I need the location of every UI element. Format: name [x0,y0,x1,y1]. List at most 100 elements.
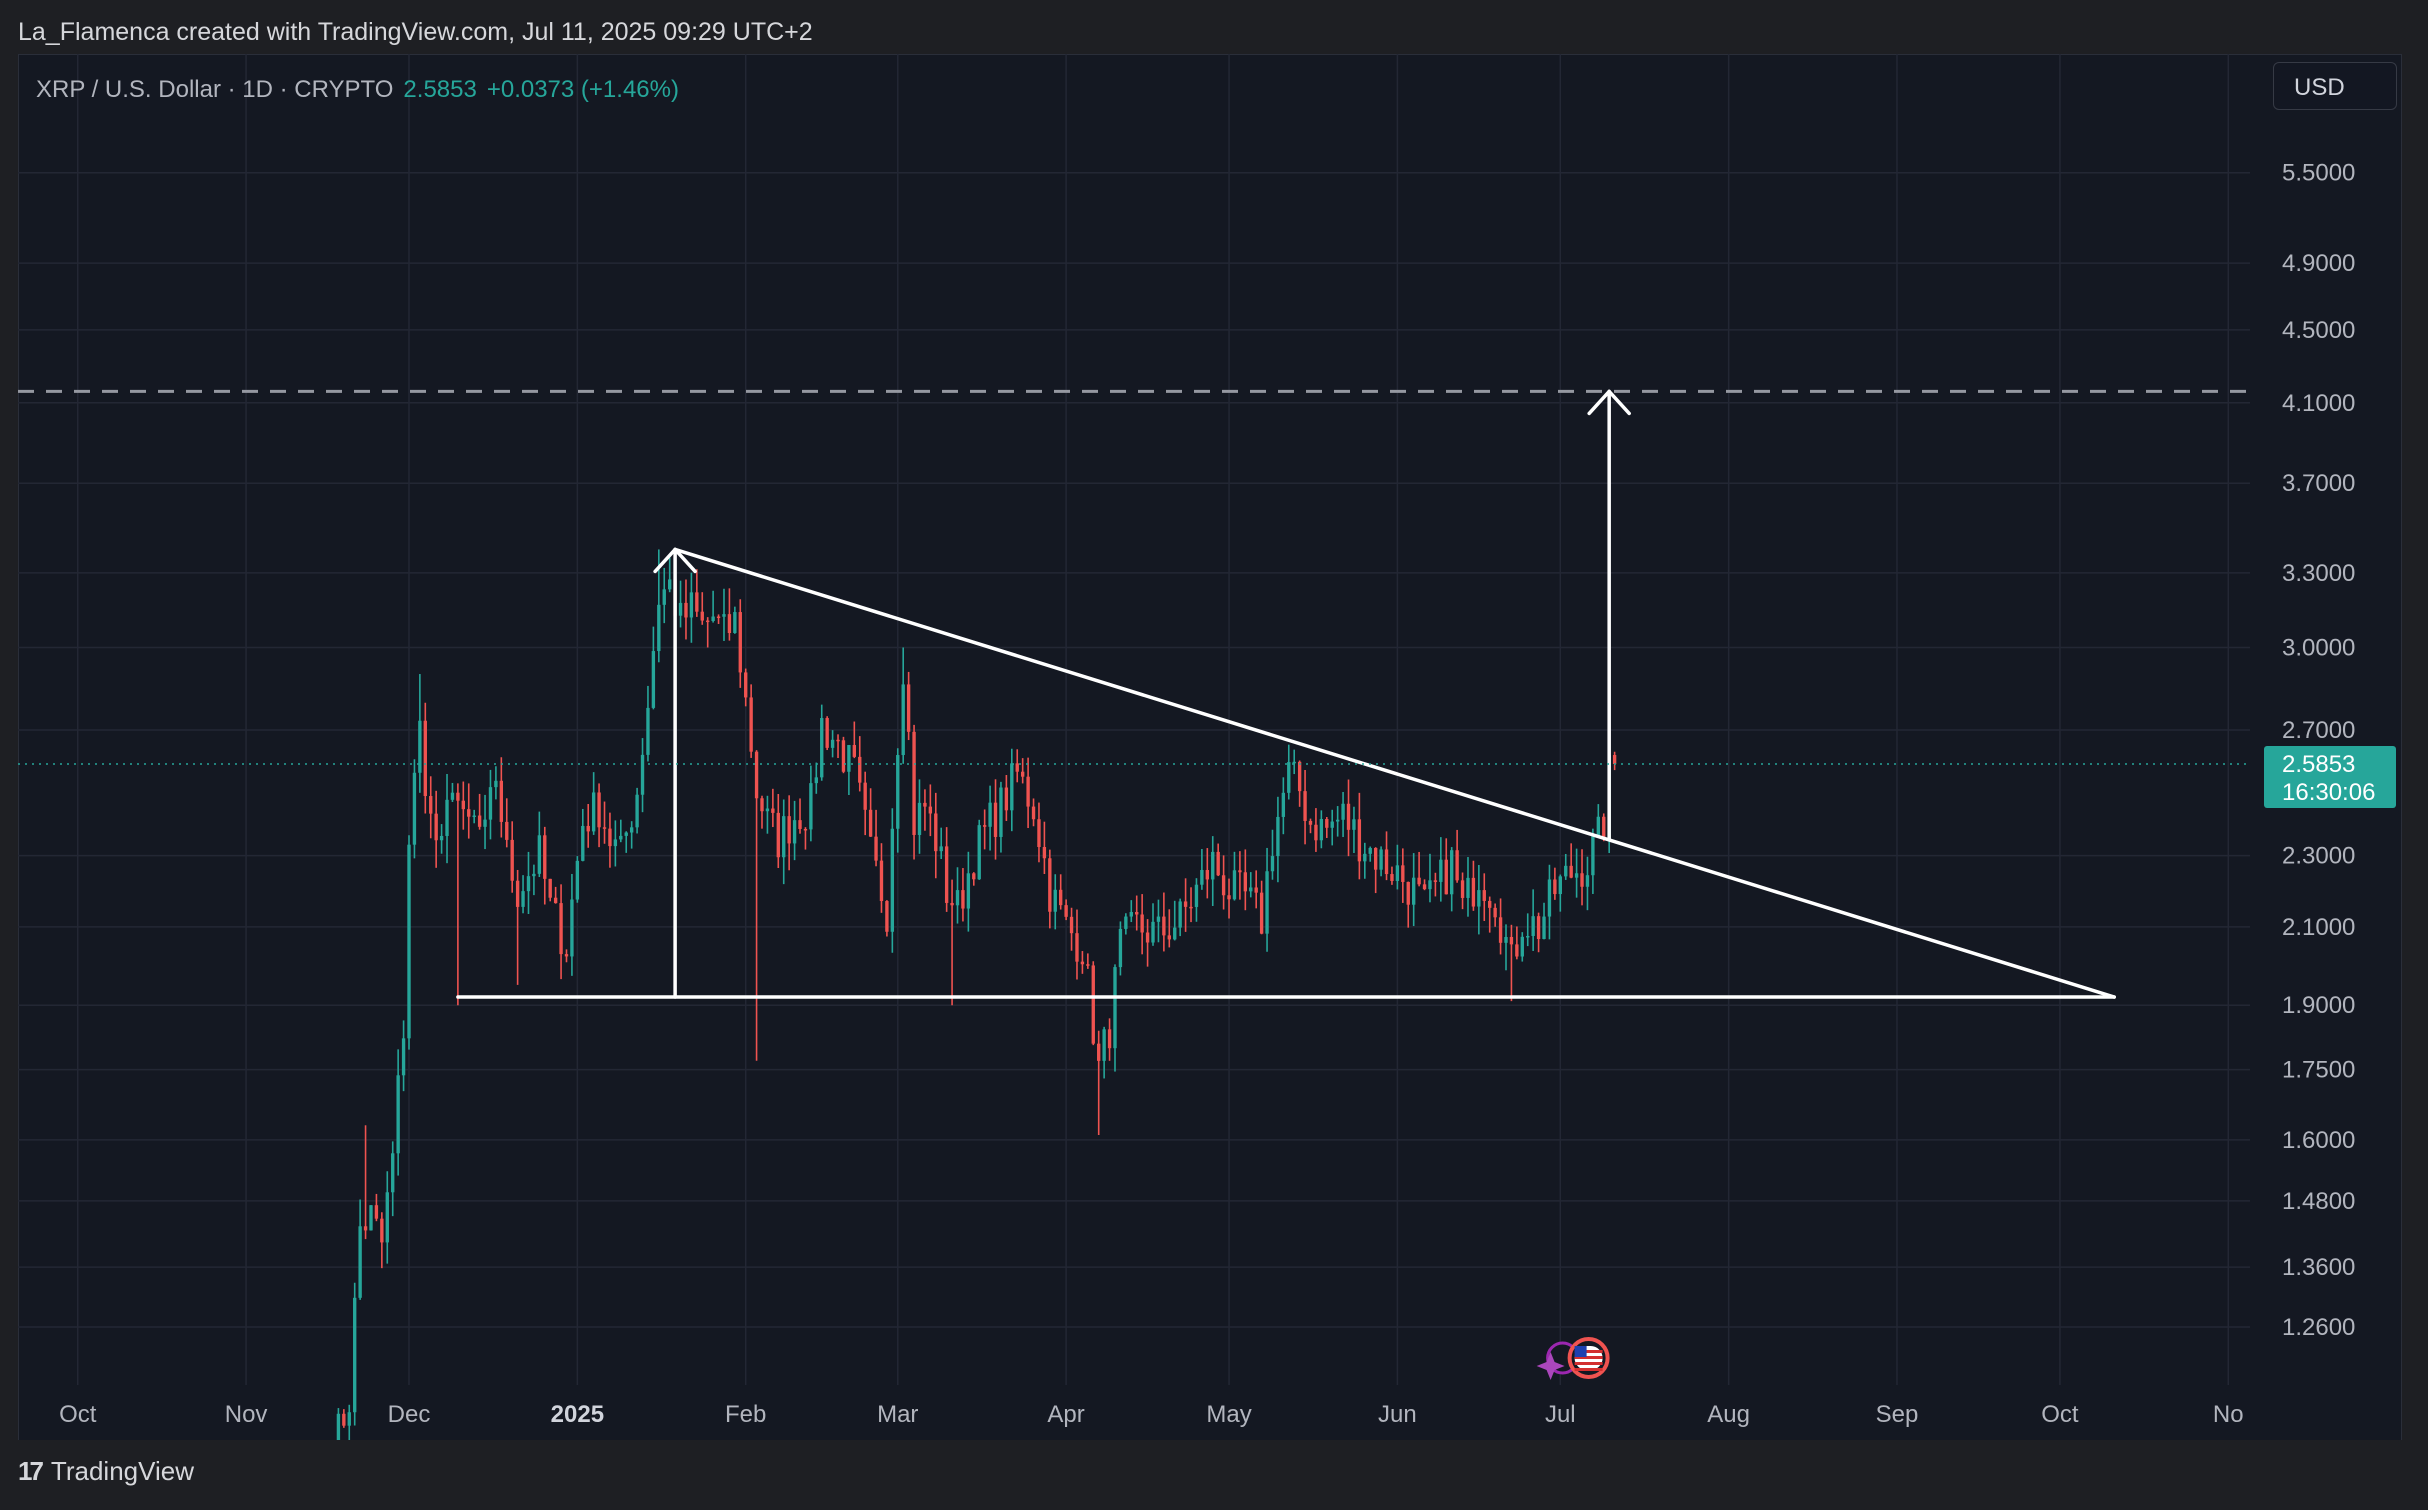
candle-body [738,612,742,673]
candle-body [358,1226,362,1298]
candle-body [401,1038,406,1076]
candle-body [944,846,949,903]
candle-body [955,890,960,906]
candle-body [657,604,661,652]
candle-body [1352,819,1356,830]
candle-body [1346,803,1351,830]
candle-body [1227,895,1231,900]
brand-text: TradingView [50,1456,194,1486]
candle-body [1031,806,1036,820]
candle-body [809,783,813,830]
candle-body [1504,936,1508,943]
candle-body [1509,936,1514,945]
flag-stripe [1574,1350,1603,1353]
candle-body [1124,916,1128,929]
candle-body [1368,847,1372,854]
candle-body [1162,916,1166,936]
candle-body [1536,916,1541,940]
symbol-legend[interactable]: XRP / U.S. Dollar · 1D · CRYPTO 2.5853 +0.… [36,76,679,104]
candle-body [1173,927,1177,940]
candle-body [1270,856,1275,872]
currency-button[interactable]: USD [2273,62,2397,110]
candle-body [754,751,759,799]
candle-body [934,813,938,852]
x-tick-label: Sep [1876,1401,1919,1428]
candle-body [1064,905,1068,917]
candle-body [1325,819,1329,828]
candle-body [1612,755,1617,764]
candle-body [1401,865,1405,882]
y-tick-label: 1.2600 [2282,1314,2355,1341]
candle-body [640,754,645,795]
target-arrow-head [1587,389,1631,416]
candle-body [342,1413,346,1426]
x-tick-label: May [1206,1401,1251,1428]
candle-body [1129,912,1133,917]
candle-body [1341,803,1345,820]
candle-body [1303,791,1307,821]
candle-body [1439,859,1443,882]
candle-body [706,620,710,623]
candle-body [1520,936,1524,957]
candle-body [1526,936,1530,938]
candle-body [467,809,471,817]
candle-body [581,825,585,861]
candle-body [1004,787,1009,811]
author-credit: La_Flamenca created with TradingView.com… [18,18,813,46]
candle-body [418,720,422,773]
candle-body [868,809,873,837]
candle-body [407,844,411,1039]
candle-body [678,602,683,616]
candle-body [1194,884,1199,907]
candle-body [1417,877,1421,885]
y-tick-label: 2.1000 [2282,914,2355,941]
candle-body [1460,880,1465,898]
candle-body [1254,887,1258,893]
chart-panel[interactable] [18,54,2402,1442]
candle-body [347,1412,351,1426]
candle-body [559,903,563,955]
candle-body [439,835,444,841]
candle-body [1102,1029,1106,1061]
candle-body [684,602,688,618]
candle-body [1037,819,1041,848]
candle-body [1276,816,1280,857]
candle-body [1200,870,1204,885]
drawings [18,389,2250,999]
pattern-height-arrow-head [653,547,697,574]
candle-body [667,579,672,590]
candle-body [1265,871,1269,934]
y-axis: 5.5000 4.9000 4.5000 4.1000 3.7000 3.3000 3.00… [2282,160,2355,1341]
candle-body [966,873,971,909]
candle-body [597,792,601,828]
candle-body [890,828,895,932]
candle-body [1488,900,1492,908]
candle-body [1569,865,1573,878]
candle-body [950,902,954,906]
candle-body [1205,870,1209,880]
y-tick-label: 3.3000 [2282,560,2355,587]
candle-body [1010,763,1014,811]
candle-body [1080,961,1085,965]
flag-stripe [1574,1368,1603,1371]
candle-body [1221,875,1226,896]
candle-body [1135,912,1139,915]
x-tick-label: Oct [59,1401,97,1428]
tradingview-brand[interactable]: 17 TradingView [18,1456,194,1487]
candle-body [923,802,927,807]
grid-lines [18,54,2250,1385]
candle-body [1330,821,1334,828]
descending-trendline [673,547,2116,999]
candle-body [635,794,639,828]
candle-body [1287,762,1291,793]
candle-body [353,1297,357,1413]
x-tick-label: Nov [225,1401,268,1428]
candle-body [450,792,455,800]
candle-body [988,802,992,827]
candle-body [901,684,905,756]
candle-body [1335,819,1340,822]
sparkle-star-icon [1536,1352,1565,1380]
candle-body [863,782,867,810]
